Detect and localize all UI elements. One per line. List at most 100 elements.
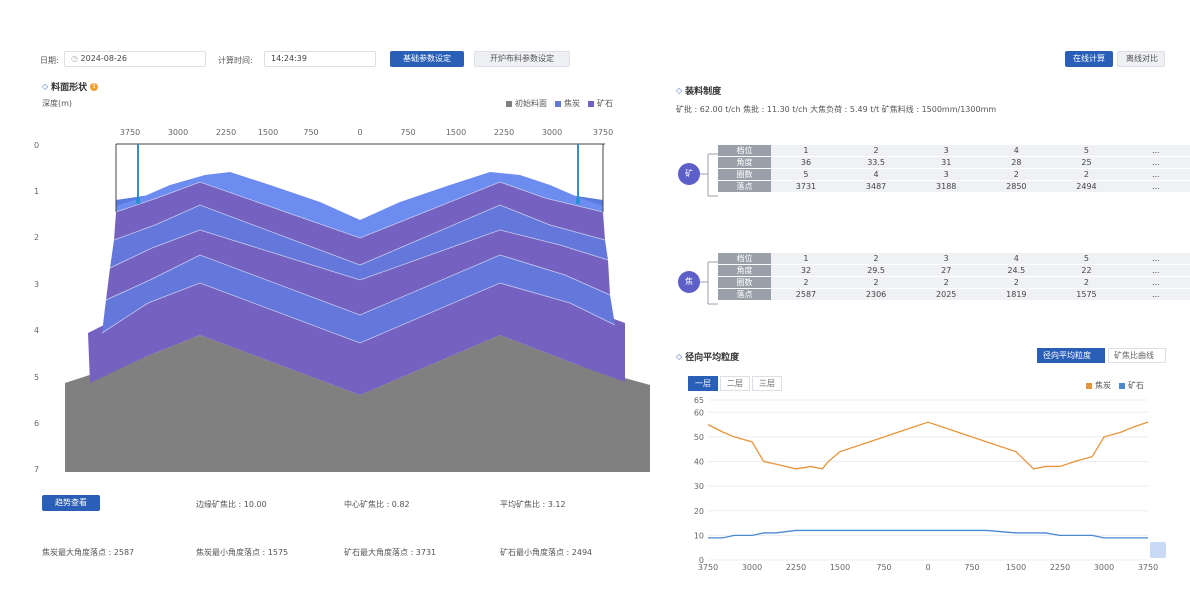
y-tick-label: 0 — [699, 556, 704, 565]
table-cell: 32 — [770, 264, 842, 277]
tab-ore-coke-ratio-curve[interactable]: 矿焦比曲线 — [1108, 348, 1166, 363]
x-tick: 750 — [303, 128, 318, 137]
table-cell: 3188 — [911, 180, 982, 193]
warning-icon: ! — [90, 82, 99, 91]
y-tick-label: 60 — [694, 408, 704, 417]
basic-params-button[interactable]: 基础参数设定 — [390, 51, 464, 67]
table-cell: 2025 — [911, 288, 982, 301]
diamond-icon: ◇ — [676, 86, 683, 95]
x-tick-label: 750 — [876, 563, 891, 572]
x-tick: 3750 — [120, 128, 140, 137]
coke-max-angle-point: 焦炭最大角度落点 : 2587 — [42, 548, 135, 557]
edge-ore-coke-ratio: 边缘矿焦比 : 10.00 — [196, 500, 267, 509]
y-tick-label: 40 — [694, 458, 704, 467]
ore-charging-table: 档位 1 2 3 4 5 ... 角度 36 33.5 31 28 25 ...… — [718, 145, 1190, 193]
time-input[interactable]: 14:24:39 — [264, 51, 376, 67]
radial-size-chart: 0 10 20 30 40 50 60 65 3750 3000 2250 1500 750 0 750 1… — [694, 396, 1158, 572]
ore-bracket — [700, 153, 718, 197]
legend-coke: 焦炭 — [1095, 381, 1111, 390]
table-cell: 1575 — [1051, 288, 1122, 301]
table-cell: 3 — [911, 253, 982, 265]
tab-layer-2[interactable]: 二层 — [720, 376, 750, 391]
y-tick: 2 — [34, 233, 39, 242]
time-label: 计算时间: — [218, 56, 253, 65]
coke-layer-3 — [102, 255, 615, 343]
x-tick-label: 1500 — [1006, 563, 1026, 572]
table-cell: ... — [1121, 253, 1190, 265]
x-tick: 1500 — [446, 128, 466, 137]
table-cell: 24.5 — [981, 264, 1052, 277]
x-tick-label: 2250 — [786, 563, 806, 572]
table-cell: 3487 — [841, 180, 912, 193]
row-label: 落点 — [718, 180, 771, 193]
row-label: 档位 — [718, 253, 771, 265]
table-row: 圈数 5 4 3 2 2 ... — [718, 168, 1190, 181]
ore-layer-1 — [114, 182, 605, 265]
y-tick-label: 10 — [694, 531, 704, 540]
table-cell: 33.5 — [841, 156, 912, 169]
x-tick: 750 — [400, 128, 415, 137]
tab-layer-1[interactable]: 一层 — [688, 376, 718, 391]
coke-charging-table: 档位 1 2 3 4 5 ... 角度 32 29.5 27 24.5 22 .… — [718, 253, 1190, 301]
ore-badge: 矿 — [678, 163, 700, 185]
x-tick: 3750 — [593, 128, 613, 137]
charging-system-title-row: ◇ 装料制度 — [676, 84, 721, 97]
legend-ore-swatch — [1119, 382, 1125, 389]
diamond-icon: ◇ — [42, 82, 49, 91]
legend-ore: 矿石 — [597, 99, 613, 108]
table-cell: 29.5 — [841, 264, 912, 277]
left-probe-tip — [136, 198, 140, 204]
x-tick: 1500 — [258, 128, 278, 137]
tab-layer-3[interactable]: 三层 — [752, 376, 782, 391]
table-cell: ... — [1121, 168, 1190, 181]
x-tick-label: 2250 — [1050, 563, 1070, 572]
row-label: 落点 — [718, 288, 771, 301]
legend-coke: 焦炭 — [564, 99, 580, 108]
table-row: 角度 36 33.5 31 28 25 ... — [718, 156, 1190, 169]
coke-layer-2 — [110, 205, 608, 280]
table-cell: 2 — [770, 276, 842, 289]
y-tick-label: 65 — [694, 396, 704, 405]
table-cell: ... — [1121, 156, 1190, 169]
top-coke-surface — [116, 172, 603, 238]
coke-bracket — [700, 261, 718, 305]
table-cell: ... — [1121, 145, 1190, 157]
table-cell: ... — [1121, 180, 1190, 193]
furnace-params-button[interactable]: 开炉布料参数设定 — [474, 51, 570, 67]
y-tick-label: 20 — [694, 507, 704, 516]
trend-view-button[interactable]: 趋势查看 — [42, 495, 100, 511]
table-cell: 5 — [1051, 253, 1122, 265]
online-calc-button[interactable]: 在线计算 — [1065, 51, 1113, 67]
table-cell: 5 — [770, 168, 842, 181]
table-cell: 2 — [841, 253, 912, 265]
table-cell: 28 — [981, 156, 1052, 169]
table-cell: 2850 — [981, 180, 1052, 193]
y-tick: 4 — [34, 326, 39, 335]
offline-compare-button[interactable]: 离线对比 — [1117, 51, 1165, 67]
table-cell: 5 — [1051, 145, 1122, 157]
x-tick: 3000 — [542, 128, 562, 137]
table-cell: 3 — [911, 145, 982, 157]
x-tick-label: 0 — [925, 563, 930, 572]
table-cell: 2306 — [841, 288, 912, 301]
y-tick: 7 — [34, 465, 39, 474]
x-tick-label: 3000 — [1094, 563, 1114, 572]
scroll-top-button[interactable] — [1150, 542, 1166, 558]
date-input[interactable]: ◷ 2024-08-26 — [64, 51, 206, 67]
ore-min-angle-point: 矿石最小角度落点 : 2494 — [500, 548, 593, 557]
y-tick: 6 — [34, 419, 39, 428]
tab-radial-avg-size[interactable]: 径向平均粒度 — [1037, 348, 1105, 363]
legend-initial-swatch — [506, 100, 512, 107]
y-tick: 3 — [34, 280, 39, 289]
ore-layer-2 — [106, 230, 610, 315]
burden-legend: 初始料面 焦炭 矿石 — [498, 98, 613, 109]
coke-badge: 焦 — [678, 271, 700, 293]
table-row: 档位 1 2 3 4 5 ... — [718, 145, 1190, 157]
table-cell: 3731 — [770, 180, 842, 193]
diamond-icon: ◇ — [676, 352, 683, 361]
charging-summary: 矿批 : 62.00 t/ch 焦批 : 11.30 t/ch 大焦负荷 : 5… — [676, 105, 997, 114]
legend-coke-swatch — [1086, 382, 1092, 389]
y-tick-label: 50 — [694, 433, 704, 442]
table-row: 落点 2587 2306 2025 1819 1575 ... — [718, 288, 1190, 301]
table-cell: 1 — [770, 145, 842, 157]
